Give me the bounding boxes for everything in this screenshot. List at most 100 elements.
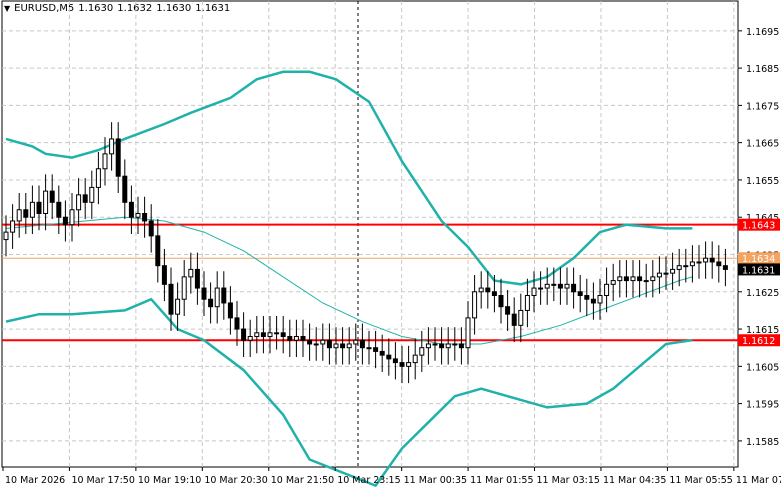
bid-price-label: 1.1634 (742, 254, 775, 265)
x-tick-label: 11 Mar 05:55 (669, 475, 732, 486)
candle-body (597, 295, 603, 304)
candle-body (43, 190, 49, 214)
candle (155, 219, 161, 283)
candle-body (274, 332, 280, 335)
candle (392, 342, 398, 380)
candle (214, 271, 220, 324)
candle (406, 345, 412, 384)
candle (439, 327, 445, 365)
candle-body (670, 268, 676, 274)
high-price: 1.1632 (117, 3, 153, 14)
candle-body (511, 313, 517, 326)
candle (274, 316, 280, 350)
candle (590, 282, 596, 320)
candle-body (234, 317, 240, 330)
candle (89, 170, 95, 220)
candle-body (689, 261, 695, 267)
candle-body (538, 287, 544, 290)
candle-body (366, 347, 372, 350)
candle (491, 275, 497, 313)
candle-body (208, 298, 214, 308)
candle (465, 301, 471, 365)
candle (227, 286, 233, 335)
x-tick-label: 10 Mar 2026 (5, 475, 65, 486)
candle (557, 267, 563, 305)
bollinger-bands (5, 70, 693, 488)
candle (326, 323, 332, 365)
candle-body (148, 220, 154, 237)
x-tick-label: 11 Mar 00:35 (404, 475, 467, 486)
candle (287, 319, 293, 358)
candle (175, 282, 181, 331)
candle-body (683, 265, 689, 268)
close-price: 1.1631 (195, 3, 231, 14)
candle (597, 278, 603, 320)
candle (122, 159, 128, 220)
candle (637, 260, 643, 298)
candle-body (425, 343, 431, 349)
x-tick-label: 10 Mar 17:50 (71, 475, 134, 486)
candle (16, 192, 22, 238)
candle (689, 245, 695, 283)
candle-body (293, 336, 299, 341)
candle-body (95, 168, 101, 188)
candle (102, 137, 108, 186)
candle (23, 192, 29, 234)
candle-body (577, 291, 583, 297)
plot-frame (1, 0, 739, 468)
candle (458, 327, 464, 365)
candle (181, 260, 187, 317)
candle-body (16, 209, 22, 222)
candle (300, 319, 306, 358)
candle-body (346, 343, 352, 349)
candle (241, 312, 247, 358)
candle-body (194, 268, 200, 289)
x-tick-label: 11 Mar 04:35 (603, 475, 666, 486)
candle-body (643, 280, 649, 283)
candle-body (392, 358, 398, 364)
open-price: 1.1630 (78, 3, 114, 14)
triangle-down-icon[interactable]: ▼ (4, 4, 11, 13)
candle (696, 245, 702, 279)
candle-body (287, 336, 293, 341)
candle-body (359, 339, 365, 349)
candle (610, 263, 616, 302)
candle-body (300, 336, 306, 341)
candle-body (432, 343, 438, 346)
y-tick-label: 1.1585 (746, 437, 779, 448)
candle (346, 327, 352, 365)
candle-body (452, 343, 458, 346)
candle (432, 327, 438, 361)
candle (722, 248, 728, 287)
candle (109, 122, 115, 171)
candle-body (676, 265, 682, 270)
candle (623, 260, 629, 298)
current-price-label: 1.1631 (742, 265, 775, 276)
candle-body (590, 298, 596, 304)
candle (188, 252, 194, 294)
candle-body (82, 194, 88, 203)
candle-body (115, 138, 121, 177)
candle-body (518, 309, 524, 326)
candle (663, 256, 669, 290)
candle (307, 323, 313, 361)
candle-body (23, 209, 29, 218)
candle (617, 260, 623, 298)
candle (36, 185, 42, 231)
horizontal-levels[interactable] (2, 223, 738, 342)
candle-body (472, 291, 478, 319)
candle-body (135, 212, 141, 218)
candle (62, 200, 68, 242)
candle (142, 196, 148, 238)
y-tick-label: 1.1595 (746, 400, 779, 411)
x-tick-label: 11 Mar 01:55 (470, 475, 533, 486)
candle (683, 248, 689, 283)
candle-body (630, 276, 636, 282)
candle-body (524, 295, 530, 311)
candle (703, 241, 709, 279)
candle-body (221, 287, 227, 304)
candle-body (89, 186, 95, 203)
y-tick-label: 1.1605 (746, 362, 779, 373)
candle-body (564, 283, 570, 289)
